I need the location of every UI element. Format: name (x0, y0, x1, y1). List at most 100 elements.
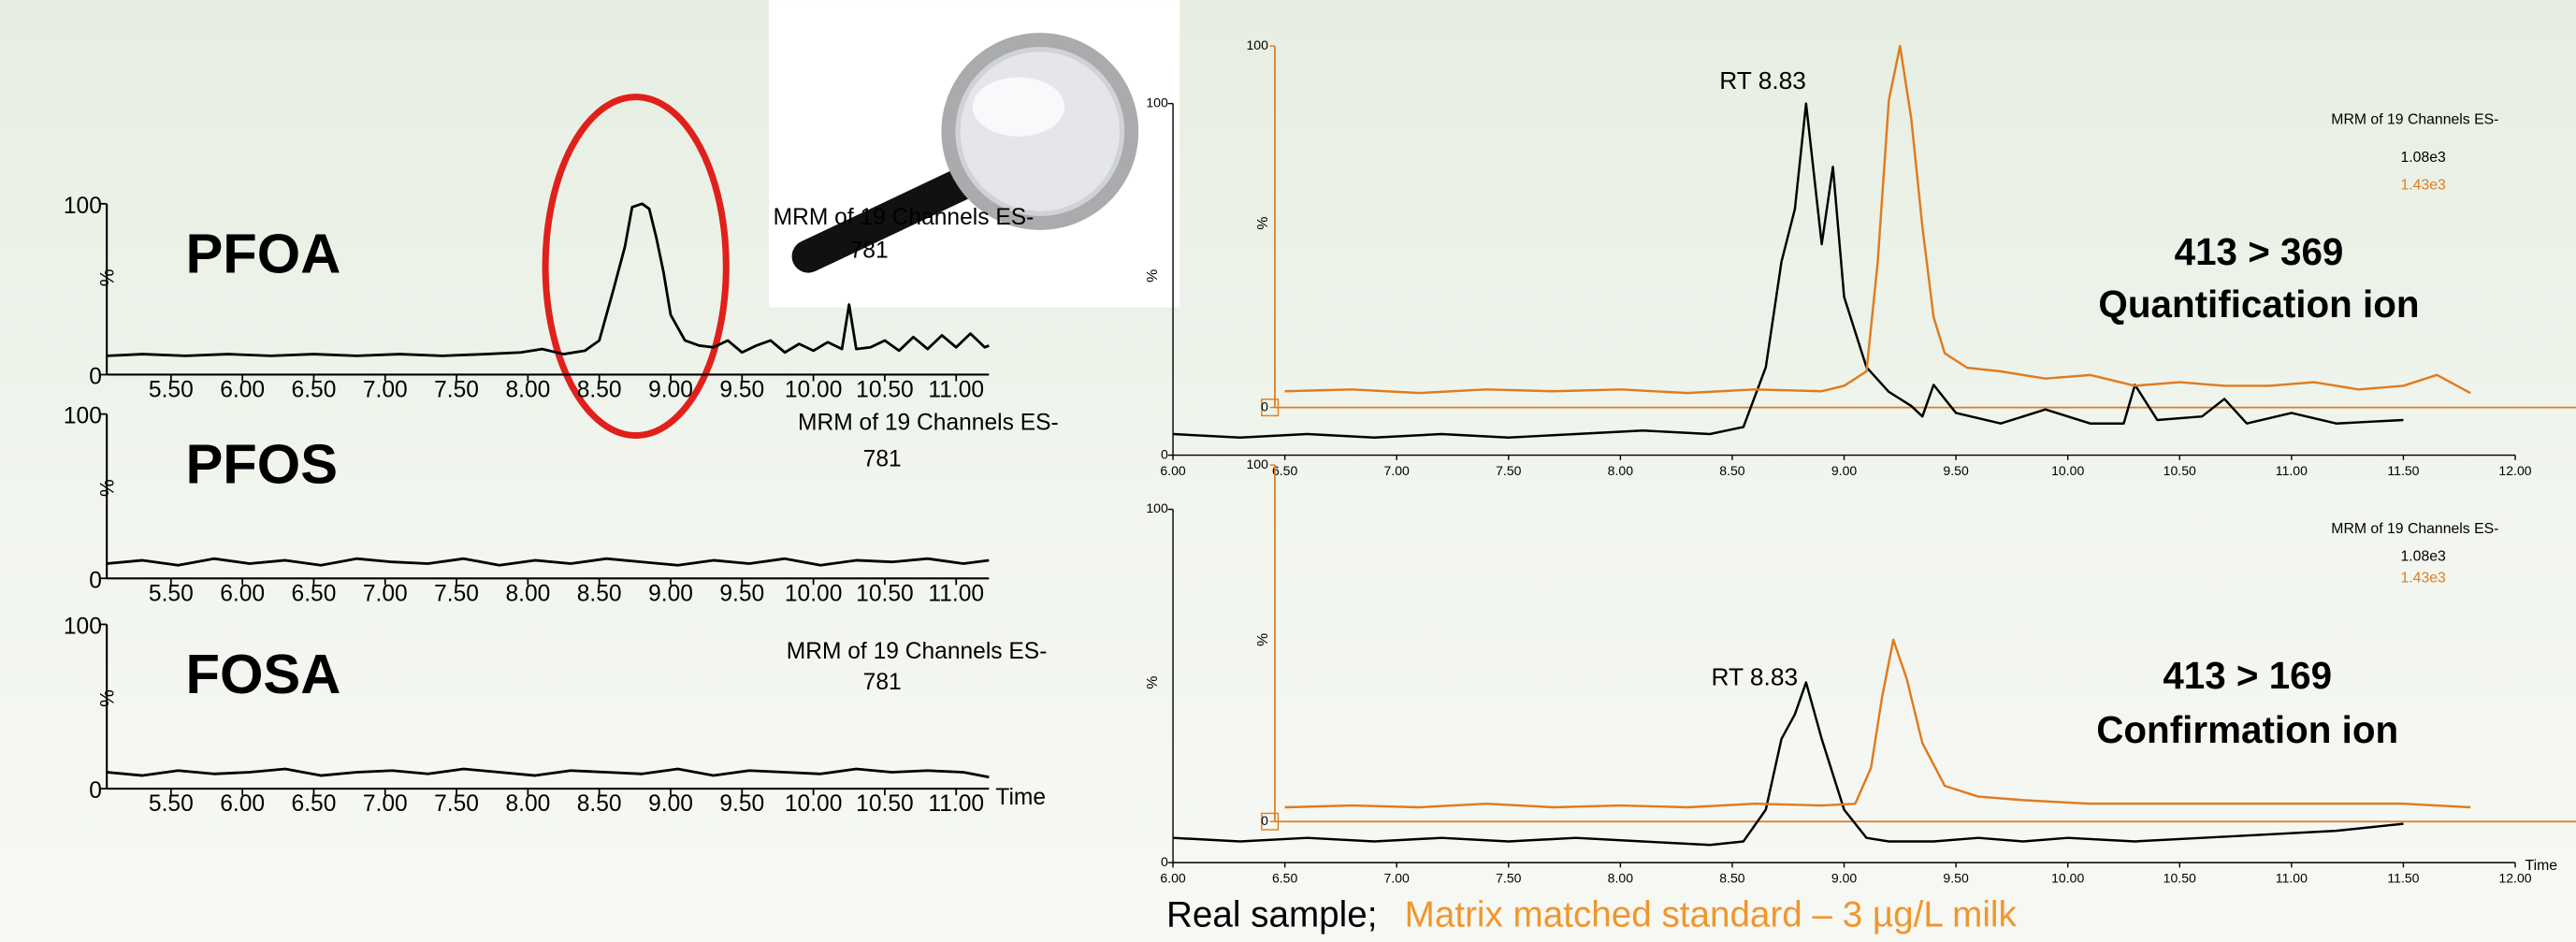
x-tick-label: 9.00 (648, 581, 693, 606)
annotation: RT 8.83 (1711, 662, 1798, 690)
x-tick-label: 6.50 (292, 378, 337, 403)
x-tick-label: 11.50 (2387, 870, 2419, 885)
annotation: 413 > 369 (2175, 230, 2344, 273)
y-tick-label: 0 (89, 365, 102, 390)
x-tick-label: 7.50 (1496, 870, 1522, 885)
annotation: Quantification ion (2098, 283, 2419, 326)
y2-axis-label: % (1255, 633, 1271, 646)
x-tick-label: 9.50 (1943, 463, 1969, 478)
trace (1172, 102, 2404, 439)
x-tick-label: 6.50 (292, 791, 337, 817)
y-tick-label: 0 (1161, 854, 1168, 869)
x-tick-label: 7.00 (363, 581, 408, 606)
y2-axis-label: % (1255, 217, 1271, 230)
x-tick-label: 8.50 (577, 791, 622, 817)
x-tick-label: 10.00 (785, 581, 843, 606)
x-tick-label: 7.00 (1384, 463, 1411, 478)
x-tick-label: 8.00 (505, 581, 550, 606)
x-tick-label: 10.00 (2051, 870, 2084, 885)
y-tick-label: 100 (64, 404, 102, 429)
x-tick-label: 9.00 (1831, 870, 1858, 885)
y-tick-label: 100 (1146, 94, 1168, 109)
x-tick-label: 7.50 (1496, 463, 1522, 478)
x-tick-label: 6.50 (292, 581, 337, 606)
x-tick-label: 10.50 (856, 791, 914, 817)
x-tick-label: 7.00 (363, 378, 408, 403)
x-tick-label: 10.50 (856, 581, 914, 606)
x-tick-label: 8.50 (577, 378, 622, 403)
legend-label: 1.08e3 (2400, 150, 2446, 166)
x-tick-label: 9.50 (719, 378, 764, 403)
y-tick-label: 100 (64, 614, 102, 639)
x-tick-label: 7.50 (434, 791, 479, 817)
trace (107, 557, 990, 567)
y-tick-label: 100 (64, 194, 102, 219)
x-tick-label: 8.00 (1608, 463, 1634, 478)
x-tick-label: 9.50 (719, 791, 764, 817)
x-tick-label: 5.50 (149, 791, 194, 817)
caption-standard: Matrix matched standard – 3 µg/L milk (1405, 894, 2018, 935)
x-tick-label: 10.50 (2164, 463, 2196, 478)
y2-origin-box (1261, 812, 1280, 831)
x-tick-label: 7.00 (1384, 870, 1411, 885)
x-tick-label: 11.00 (928, 791, 984, 817)
y-axis-label: % (96, 689, 118, 707)
x-tick-label: 6.00 (220, 791, 265, 817)
x-axis-label: Time (2525, 858, 2558, 874)
legend-label: 1.08e3 (2400, 549, 2446, 565)
x-tick-label: 9.00 (648, 791, 693, 817)
trace (107, 202, 990, 357)
y-axis-label: % (96, 268, 118, 286)
x-tick-label: 12.00 (2498, 463, 2531, 478)
x-tick-label: 8.50 (1719, 870, 1745, 885)
y2-tick-label: 0 (1261, 399, 1268, 413)
magnifier-image (768, 0, 1180, 308)
annotation: 413 > 169 (2163, 654, 2332, 697)
annotation: MRM of 19 Channels ES- (798, 411, 1059, 436)
x-tick-label: 10.00 (785, 791, 843, 817)
x-axis-label: Time (995, 785, 1046, 810)
y-tick-label: 0 (1161, 446, 1168, 461)
lens-highlight (972, 77, 1065, 137)
x-tick-label: 10.00 (2051, 463, 2084, 478)
x-tick-label: 8.00 (1608, 870, 1634, 885)
x-tick-label: 9.00 (648, 378, 693, 403)
y-tick-label: 0 (89, 568, 102, 593)
x-tick-label: 11.00 (928, 378, 984, 403)
legend-label: 1.43e3 (2400, 178, 2446, 194)
annotation: MRM of 19 Channels ES- (2331, 111, 2498, 127)
x-tick-label: 8.50 (1719, 463, 1745, 478)
trace (1284, 44, 2471, 395)
x-tick-label: 11.00 (2276, 870, 2308, 885)
caption-sample: Real sample; (1166, 894, 1377, 935)
y-tick-label: 0 (89, 778, 102, 804)
x-tick-label: 5.50 (149, 581, 194, 606)
annotation: MRM of 19 Channels ES- (2331, 521, 2498, 537)
y-axis-label: % (1145, 676, 1161, 689)
y2-tick-label: 100 (1246, 457, 1268, 471)
annotation: 781 (863, 446, 902, 471)
x-tick-label: 6.00 (1160, 870, 1186, 885)
chart-title: FOSA (185, 643, 340, 705)
chart-title: PFOA (185, 223, 340, 285)
legend-label: 1.43e3 (2400, 570, 2446, 586)
y-axis-label: % (1145, 269, 1161, 283)
annotation: 781 (850, 238, 889, 263)
trace (1284, 638, 2471, 809)
x-tick-label: 6.50 (1272, 463, 1298, 478)
y-tick-label: 100 (1146, 500, 1168, 515)
annotation: Confirmation ion (2096, 708, 2398, 751)
y2-origin-box (1261, 399, 1280, 417)
y2-tick-label: 0 (1261, 813, 1268, 828)
x-tick-label: 6.00 (220, 378, 265, 403)
trace (107, 767, 990, 779)
annotation: 781 (863, 670, 902, 695)
annotation: MRM of 19 Channels ES- (787, 639, 1048, 664)
x-tick-label: 11.50 (2387, 463, 2419, 478)
x-tick-label: 7.00 (363, 791, 408, 817)
x-tick-label: 6.00 (220, 581, 265, 606)
x-tick-label: 10.50 (2164, 870, 2196, 885)
x-tick-label: 10.50 (856, 378, 914, 403)
